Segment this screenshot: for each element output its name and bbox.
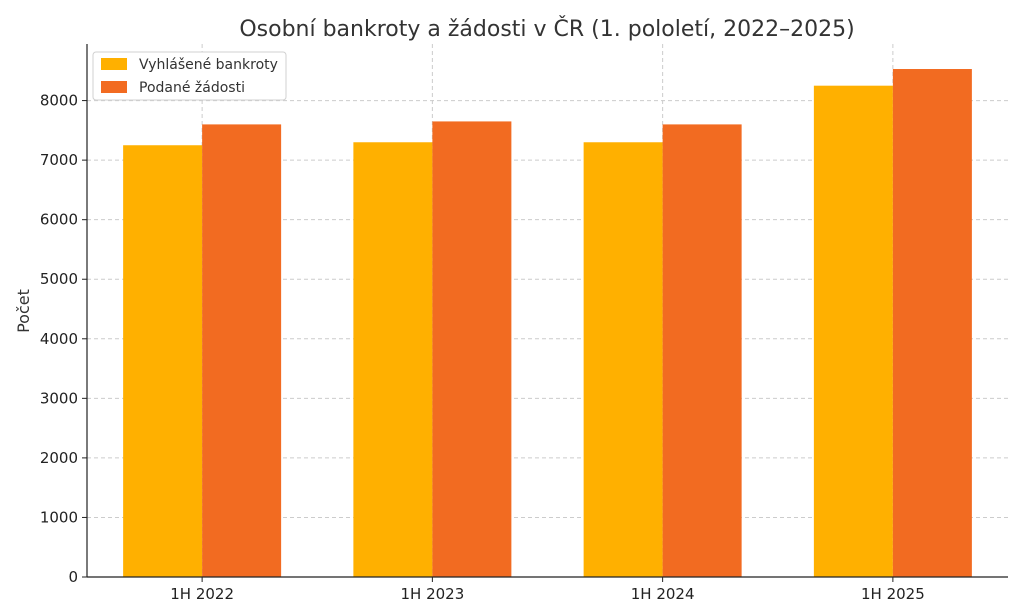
x-tick-label: 1H 2023 (400, 585, 464, 603)
y-axis-label: Počet (14, 289, 33, 333)
y-tick-label: 5000 (40, 270, 78, 288)
y-tick-label: 8000 (40, 92, 78, 110)
x-tick-label: 1H 2022 (170, 585, 234, 603)
bar-podane-zadosti-1h-2022 (202, 124, 282, 578)
bar-vyhlasene-bankroty-1h-2024 (583, 142, 663, 577)
y-tick-label: 7000 (40, 151, 78, 169)
y-tick-label: 1000 (40, 508, 78, 526)
legend-label-vyhlasene-bankroty: Vyhlášené bankroty (139, 57, 278, 73)
bar-vyhlasene-bankroty-1h-2022 (123, 145, 203, 577)
bar-vyhlasene-bankroty-1h-2023 (353, 142, 433, 577)
axes (82, 44, 1008, 582)
y-tick-label: 6000 (40, 211, 78, 229)
bars (123, 69, 972, 578)
x-tick-label: 1H 2024 (631, 585, 695, 603)
bar-podane-zadosti-1h-2025 (892, 69, 972, 577)
y-tick-label: 2000 (40, 449, 78, 467)
bar-podane-zadosti-1h-2024 (662, 124, 742, 578)
tick-labels: 0 1000 2000 3000 4000 5000 6000 7000 8000 1H 2022… (40, 92, 925, 603)
legend: Vyhlášené bankroty Podané žádosti (92, 51, 287, 101)
bar-vyhlasene-bankroty-1h-2025 (813, 85, 893, 578)
chart-title: Osobní bankroty a žádosti v ČR (1. polol… (239, 16, 854, 42)
legend-label-podane-zadosti: Podané žádosti (139, 80, 245, 96)
y-tick-label: 4000 (40, 330, 78, 348)
legend-frame (92, 51, 287, 101)
x-tick-label: 1H 2025 (861, 585, 925, 603)
y-tick-label: 3000 (40, 389, 78, 407)
legend-swatch-podane-zadosti (101, 81, 127, 93)
y-tick-label: 0 (68, 568, 78, 586)
bar-podane-zadosti-1h-2023 (432, 121, 512, 577)
legend-swatch-vyhlasene-bankroty (101, 58, 127, 70)
